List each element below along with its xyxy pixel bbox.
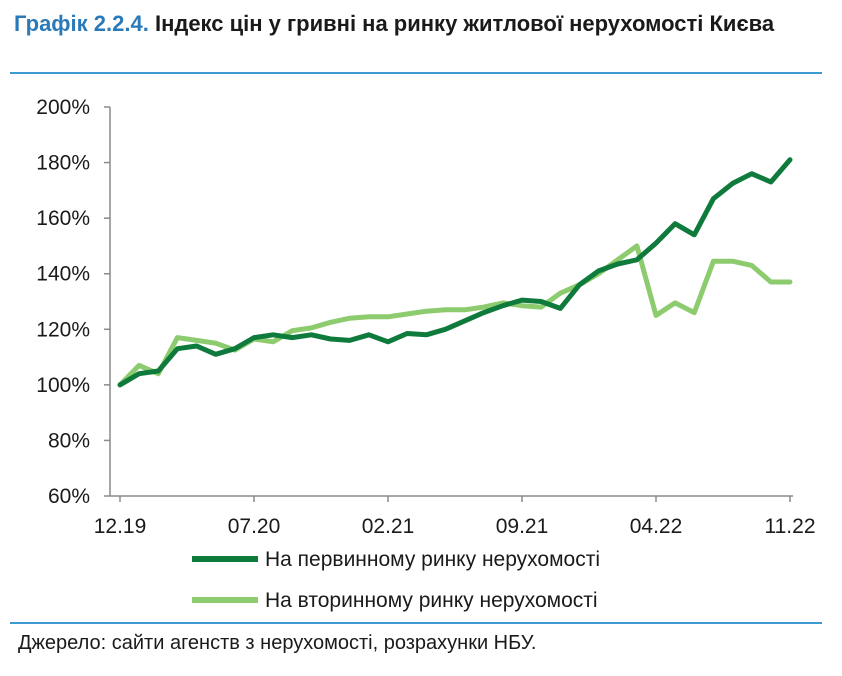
source-divider bbox=[10, 622, 822, 624]
legend-label: На вторинному ринку нерухомості bbox=[265, 589, 598, 612]
y-tick-label: 140% bbox=[36, 263, 90, 286]
source-note: Джерело: сайти агенств з нерухомості, ро… bbox=[18, 632, 537, 654]
chart-axes bbox=[109, 107, 793, 497]
y-tick-label: 60% bbox=[48, 485, 90, 508]
line-chart: 60% 80% 100% 120% 140% 160% 180% 200% 12.19 07.2… bbox=[36, 96, 816, 612]
chart-title: Графік 2.2.4. Індекс цін у гривні на рин… bbox=[14, 10, 824, 38]
x-tick-label: 02.21 bbox=[362, 515, 415, 538]
y-tick-label: 120% bbox=[36, 318, 90, 341]
y-tick-label: 100% bbox=[36, 374, 90, 397]
series-line-secondary-market bbox=[117, 243, 793, 388]
x-tick-label: 11.22 bbox=[765, 515, 816, 538]
y-axis-ticks: 60% 80% 100% 120% 140% 160% 180% 200% bbox=[36, 96, 110, 508]
x-axis-ticks: 12.19 07.20 02.21 09.21 04.22 11.22 bbox=[94, 496, 816, 538]
y-tick-label: 80% bbox=[48, 429, 90, 452]
y-tick-label: 160% bbox=[36, 207, 90, 230]
chart-series bbox=[117, 157, 793, 388]
x-tick-label: 12.19 bbox=[94, 515, 147, 538]
y-tick-label: 180% bbox=[36, 152, 90, 175]
y-tick-label: 200% bbox=[36, 96, 90, 119]
chart-title-number: Графік 2.2.4. bbox=[14, 11, 149, 36]
legend-label: На первинному ринку нерухомості bbox=[265, 548, 600, 571]
chart-legend: На первинному ринку нерухомості На вторин… bbox=[192, 548, 600, 612]
x-tick-label: 07.20 bbox=[228, 515, 281, 538]
x-tick-label: 04.22 bbox=[630, 515, 683, 538]
series-line-primary-market bbox=[117, 157, 793, 388]
chart-title-text: Індекс цін у гривні на ринку житлової не… bbox=[148, 11, 775, 36]
x-tick-label: 09.21 bbox=[496, 515, 549, 538]
title-divider bbox=[10, 72, 822, 74]
